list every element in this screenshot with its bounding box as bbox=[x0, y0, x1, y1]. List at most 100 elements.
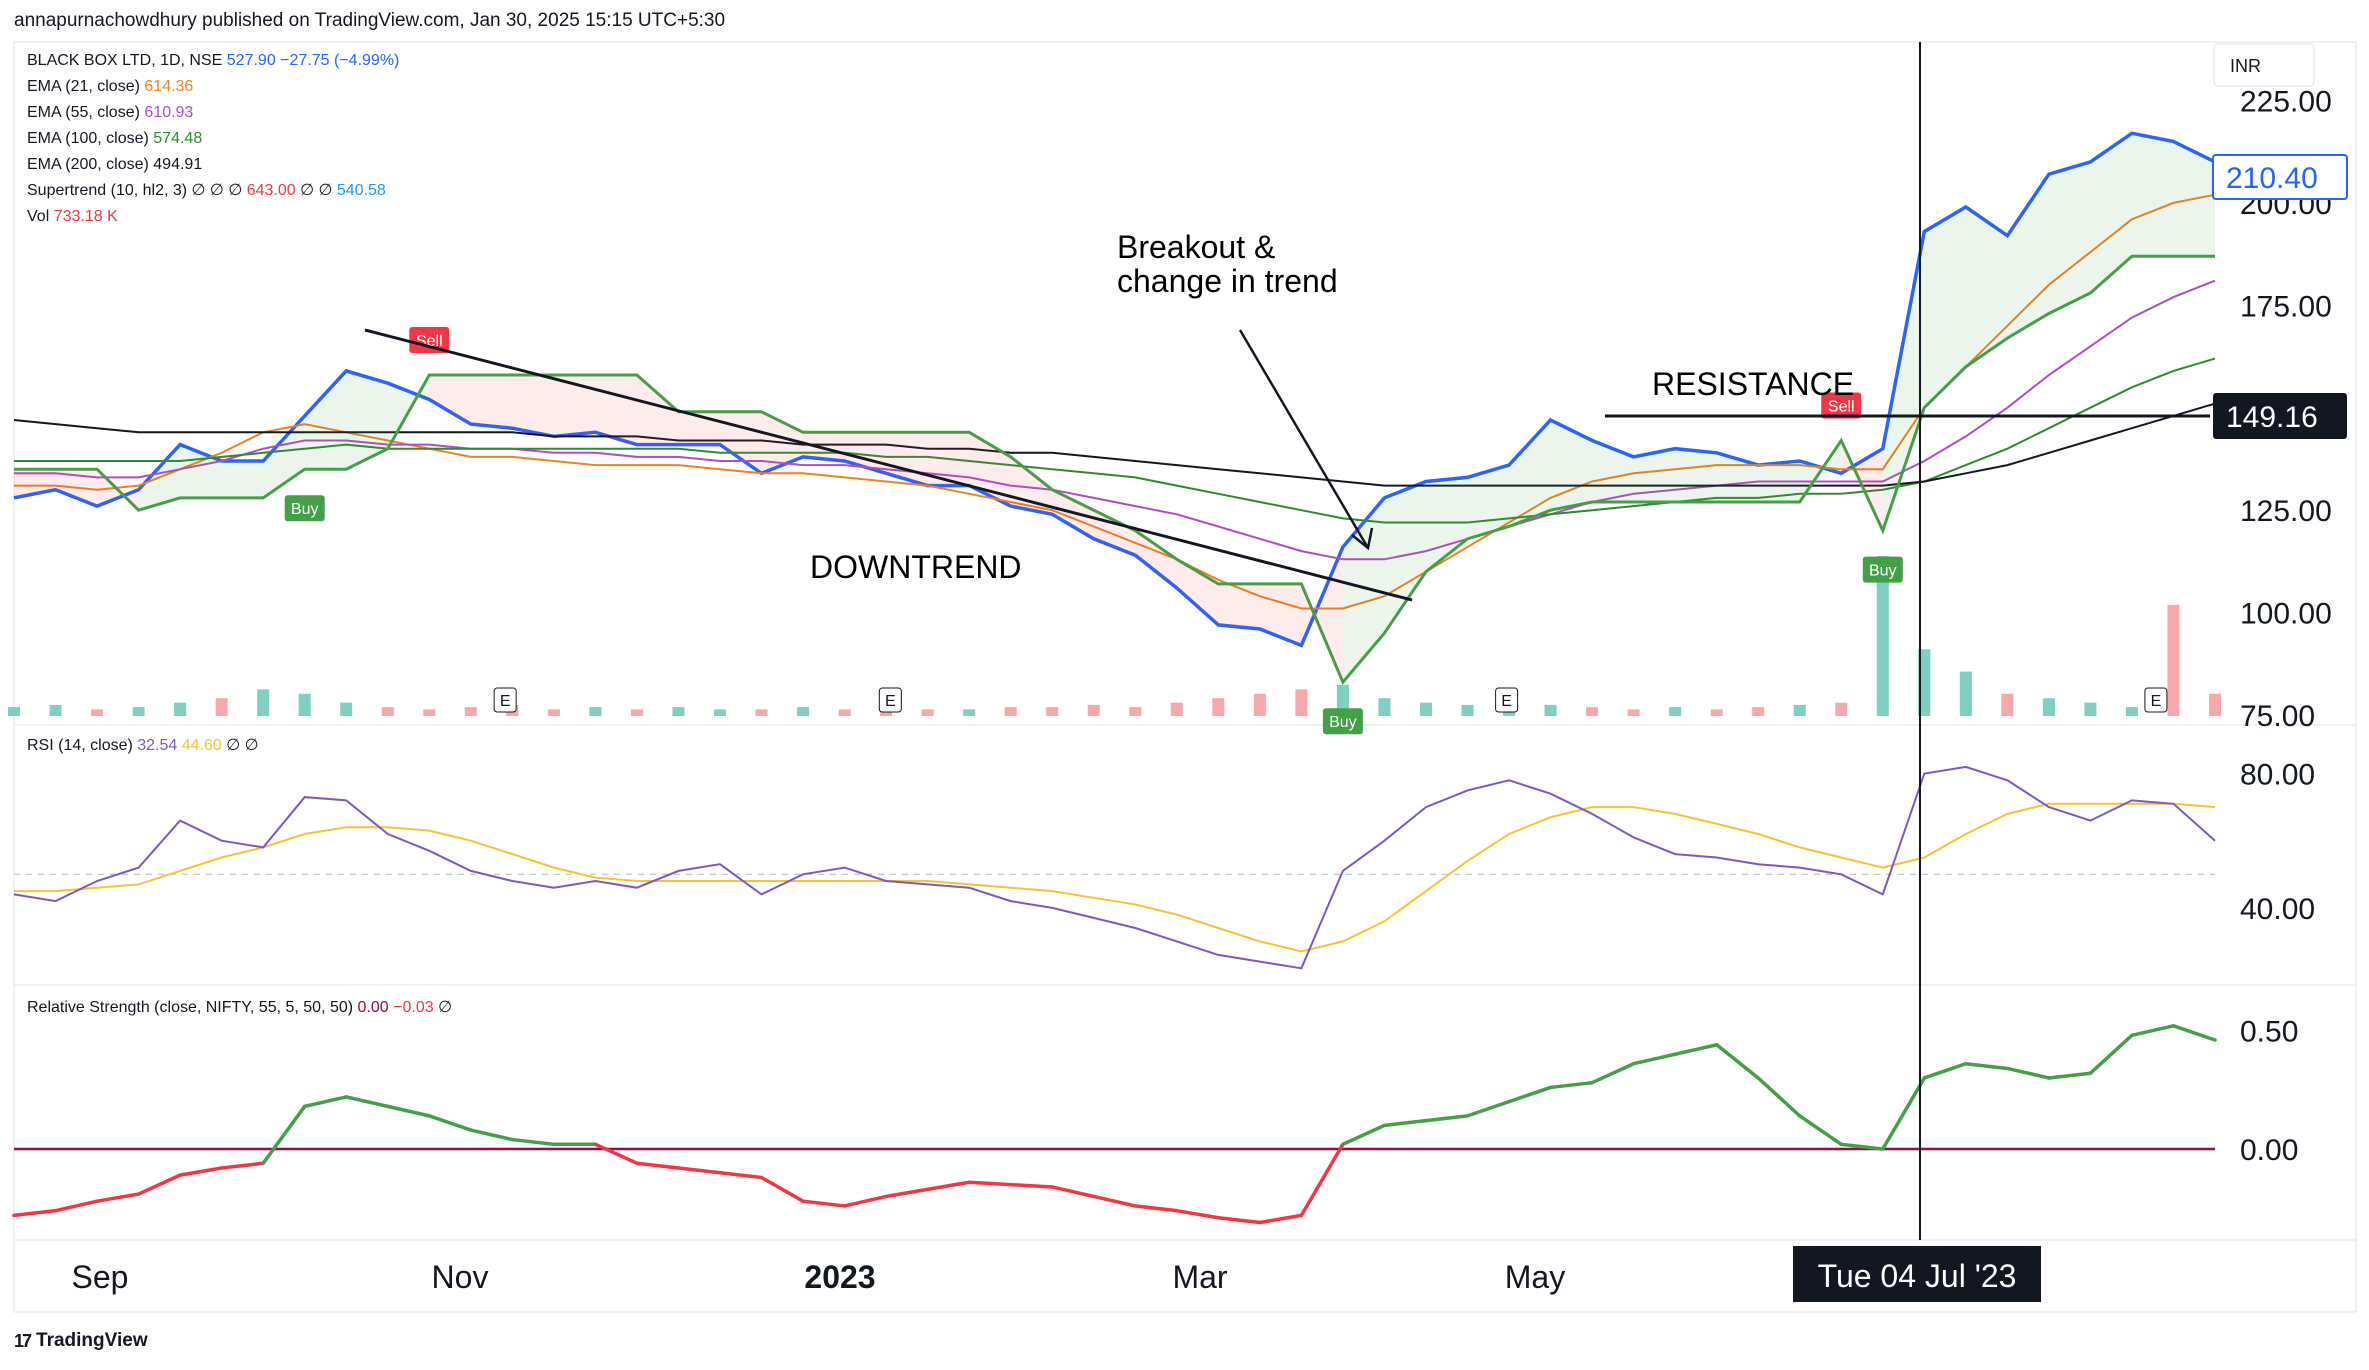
legend-ema55[interactable]: EMA (55, close) 610.93 bbox=[27, 104, 194, 121]
rs-line-segment bbox=[1839, 1142, 1885, 1151]
volume-bar bbox=[921, 709, 934, 716]
rs-line-segment bbox=[469, 1128, 515, 1142]
volume-bar bbox=[2209, 693, 2221, 716]
earnings-marker-box bbox=[878, 687, 902, 713]
rsi-axis-tick: 40.00 bbox=[2240, 893, 2315, 926]
rsi-ma-line bbox=[14, 802, 2216, 953]
rs-line-segment bbox=[635, 1161, 681, 1170]
price-axis-tick: 125.00 bbox=[2240, 495, 2332, 528]
volume-bar bbox=[1419, 702, 1432, 716]
supertrend-fill bbox=[844, 432, 887, 474]
supertrend-fill bbox=[719, 411, 762, 474]
legend-ema100[interactable]: EMA (100, close) 574.48 bbox=[27, 130, 203, 147]
price-axis-tick: 225.00 bbox=[2240, 85, 2332, 118]
rs-line-segment bbox=[1050, 1185, 1096, 1199]
svg-text:Tue 04 Jul '23: Tue 04 Jul '23 bbox=[1818, 1258, 2017, 1294]
supertrend-fill bbox=[1633, 448, 1676, 502]
rs-line-segment bbox=[427, 1114, 473, 1132]
earnings-marker-label: E bbox=[1501, 693, 1512, 710]
price-axis-tick: 75.00 bbox=[2240, 700, 2315, 733]
volume-bar bbox=[91, 709, 104, 716]
volume-bar bbox=[464, 707, 477, 716]
last-price-badge: 210.40 bbox=[2212, 154, 2348, 200]
rs-line-segment bbox=[2171, 1024, 2217, 1042]
rs-line-segment bbox=[1424, 1114, 1470, 1123]
supertrend-fill bbox=[1052, 489, 1094, 539]
volume-bar bbox=[755, 709, 768, 716]
rs-line-segment bbox=[1590, 1061, 1636, 1085]
supertrend-fill bbox=[2131, 133, 2174, 257]
earnings-marker-box bbox=[1495, 687, 1519, 713]
legend-symbol[interactable]: BLACK BOX LTD, 1D, NSE 527.90 −27.75 (−4… bbox=[27, 52, 399, 69]
svg-text:INR: INR bbox=[2230, 56, 2261, 76]
supertrend-fill bbox=[1135, 530, 1177, 588]
rs-line-segment bbox=[1714, 1043, 1760, 1080]
volume-bar bbox=[2084, 702, 2097, 716]
legend-ema21[interactable]: EMA (21, close) 614.36 bbox=[27, 78, 194, 95]
ema100-line bbox=[14, 357, 2216, 524]
rs-axis-tick: 0.50 bbox=[2240, 1016, 2298, 1049]
earnings-marker-label: E bbox=[885, 693, 896, 710]
rs-line-segment bbox=[2088, 1033, 2134, 1075]
supertrend-fill bbox=[1301, 547, 1343, 683]
supertrend-fill bbox=[761, 411, 804, 474]
supertrend-fill bbox=[1592, 440, 1634, 502]
buy-signal-label: Buy bbox=[1869, 563, 1897, 580]
rs-line-segment bbox=[1382, 1118, 1428, 1128]
volume-bar bbox=[1544, 704, 1557, 716]
volume-bar bbox=[423, 709, 436, 716]
supertrend-fill bbox=[803, 432, 845, 461]
supertrend-fill bbox=[138, 444, 181, 511]
rs-line-segment bbox=[1175, 1208, 1221, 1220]
volume-bar bbox=[1586, 707, 1599, 716]
supertrend-fill bbox=[1758, 461, 1800, 502]
buy-signal-label: Buy bbox=[1329, 714, 1357, 731]
volume-bar bbox=[174, 702, 187, 716]
volume-bar bbox=[215, 698, 228, 716]
volume-bar bbox=[340, 702, 353, 716]
rs-line-segment bbox=[1922, 1061, 1968, 1080]
supertrend-fill bbox=[346, 370, 388, 470]
legend-ema200[interactable]: EMA (200, close) 494.91 bbox=[27, 156, 203, 173]
volume-bar bbox=[838, 709, 851, 716]
volume-bar bbox=[1253, 693, 1266, 716]
legend-volume[interactable]: Vol 733.18 K bbox=[27, 208, 118, 225]
volume-bar bbox=[713, 709, 726, 716]
rs-line-segment bbox=[759, 1175, 805, 1203]
volume-bar bbox=[547, 709, 560, 716]
volume-bar bbox=[1378, 698, 1391, 716]
supertrend-line bbox=[14, 254, 2215, 686]
volume-bar bbox=[963, 709, 976, 716]
currency-label[interactable]: INR bbox=[2213, 43, 2315, 87]
supertrend-fill bbox=[1841, 440, 1883, 531]
legend-relative-strength[interactable]: Relative Strength (close, NIFTY, 55, 5, … bbox=[27, 999, 453, 1016]
volume-bar bbox=[1004, 707, 1017, 716]
rs-line-segment bbox=[1881, 1076, 1927, 1151]
volume-bar bbox=[132, 707, 145, 716]
rs-line-segment bbox=[967, 1180, 1013, 1187]
supertrend-fill bbox=[1342, 497, 1385, 683]
supertrend-fill bbox=[886, 432, 928, 486]
rs-line-segment bbox=[1673, 1043, 1719, 1056]
supertrend-fill bbox=[1384, 481, 1426, 634]
buy-signal-label: Buy bbox=[291, 501, 319, 518]
rs-line-segment bbox=[53, 1199, 99, 1213]
tradingview-logo[interactable]: 17 TradingView bbox=[14, 1330, 148, 1351]
legend-rsi[interactable]: RSI (14, close) 32.54 44.60 ∅ ∅ bbox=[27, 737, 259, 754]
legend-supertrend[interactable]: Supertrend (10, hl2, 3) ∅ ∅ ∅ 643.00 ∅ ∅… bbox=[27, 182, 386, 199]
rs-line-segment bbox=[2005, 1066, 2051, 1080]
earnings-marker-box bbox=[493, 687, 517, 713]
volume-bar bbox=[2125, 707, 2138, 716]
buy-signal: Buy bbox=[284, 495, 325, 522]
supertrend-fill bbox=[1965, 207, 2008, 367]
time-axis-tick: May bbox=[1505, 1259, 1565, 1295]
annotation-resistance: RESISTANCE bbox=[1652, 366, 1854, 402]
rs-line-segment bbox=[718, 1171, 764, 1180]
breakout-arrow bbox=[1238, 329, 1370, 549]
volume-bar bbox=[1876, 556, 1889, 716]
time-axis-tick: Mar bbox=[1172, 1259, 1227, 1295]
sell-signal-label: Sell bbox=[1828, 399, 1855, 416]
volume-bar bbox=[298, 693, 311, 716]
rs-line-segment bbox=[344, 1095, 390, 1109]
